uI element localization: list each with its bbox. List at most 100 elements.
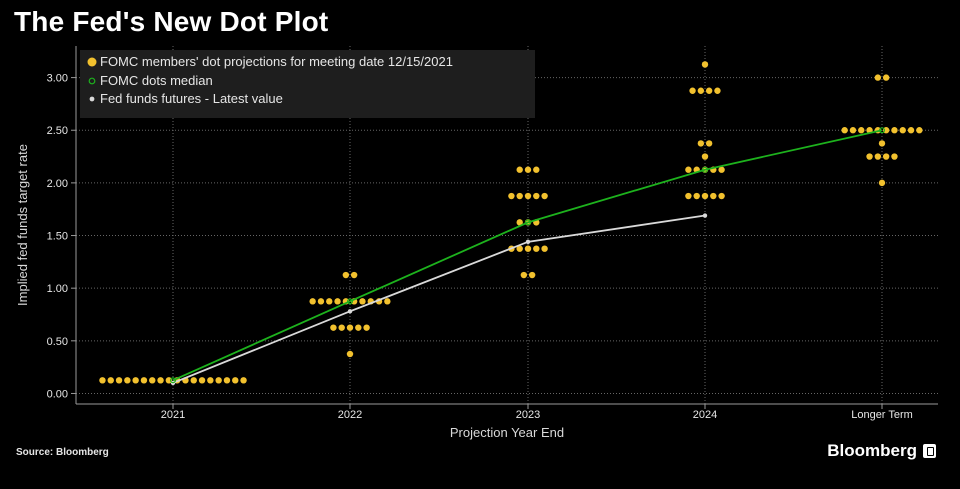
fomc-dot — [710, 192, 717, 200]
futures-point — [702, 213, 708, 218]
fomc-dot — [190, 377, 197, 384]
y-tick-label: 2.00 — [47, 178, 68, 190]
fomc-dot — [541, 192, 548, 200]
x-tick-label: 2022 — [338, 409, 362, 421]
fomc-dot — [891, 153, 898, 160]
chart-title: The Fed's New Dot Plot — [14, 6, 329, 37]
y-axis-label: Implied fed funds target rate — [15, 144, 30, 306]
fomc-dot — [338, 324, 345, 331]
fomc-dot — [207, 377, 214, 384]
fomc-dot — [124, 377, 131, 384]
x-tick-labels: 2021 2022 2023 2024 Longer Term — [161, 409, 913, 421]
fomc-dot — [198, 377, 206, 384]
fomc-dot — [157, 377, 164, 384]
fomc-dot — [516, 166, 523, 173]
fomc-dot — [520, 271, 528, 279]
legend-median-marker — [88, 77, 96, 85]
fomc-dot — [524, 166, 532, 173]
fomc-dot — [132, 377, 139, 384]
futures-point — [347, 309, 353, 314]
legend-label: Fed funds futures - Latest value — [100, 91, 283, 106]
fomc-dot — [508, 192, 515, 200]
legend: FOMC members' dot projections for meetin… — [80, 50, 535, 118]
fomc-dot — [533, 166, 540, 173]
fomc-dot — [841, 127, 848, 134]
fomc-dot — [685, 166, 692, 173]
fomc-dot — [149, 377, 156, 384]
fomc-dot — [350, 271, 358, 279]
fomc-dot — [516, 245, 523, 252]
fomc-dot — [541, 245, 548, 252]
fomc-dot — [874, 74, 882, 81]
futures-line — [172, 214, 706, 384]
x-tick-label: 2023 — [516, 409, 540, 421]
median-line — [172, 129, 883, 382]
fomc-dot — [355, 324, 362, 331]
fomc-dot — [317, 298, 325, 305]
axes — [71, 46, 938, 409]
fomc-dot — [330, 324, 337, 331]
fomc-dot — [693, 192, 700, 200]
fomc-dot — [685, 192, 692, 200]
fomc-dot — [107, 377, 114, 384]
fomc-dot — [697, 87, 705, 94]
y-tick-label: 2.50 — [47, 125, 68, 137]
legend-dot-marker — [87, 57, 97, 67]
fomc-dot — [858, 127, 865, 134]
fomc-dot — [899, 127, 906, 134]
fomc-dot — [140, 377, 148, 384]
bloomberg-logo: Bloomberg — [827, 441, 936, 461]
fomc-dot — [874, 153, 882, 160]
brand-name: Bloomberg — [827, 441, 917, 460]
x-tick-label: 2021 — [161, 409, 185, 421]
fomc-dot — [701, 192, 709, 200]
y-tick-label: 3.00 — [47, 73, 68, 85]
fomc-dot — [705, 140, 713, 147]
fomc-dot — [223, 377, 231, 384]
fomc-dot — [705, 87, 713, 94]
fomc-dot — [878, 140, 886, 147]
fomc-dot — [701, 61, 709, 68]
fomc-dot — [882, 74, 890, 81]
fomc-dot — [516, 192, 523, 200]
fomc-dot — [165, 377, 173, 384]
fomc-dot — [232, 377, 239, 384]
legend-futures-marker — [89, 96, 95, 102]
x-tick-label: 2024 — [693, 409, 717, 421]
fomc-dot — [882, 127, 890, 134]
y-tick-label: 1.00 — [47, 283, 68, 295]
fomc-dot — [524, 192, 532, 200]
fomc-dot — [384, 298, 391, 305]
fomc-dot — [516, 219, 523, 226]
fomc-dot — [524, 245, 532, 252]
fomc-dot — [346, 324, 354, 331]
median-point — [347, 298, 354, 305]
fomc-dot — [718, 166, 725, 173]
fomc-dot — [891, 127, 898, 134]
fomc-dot — [533, 192, 540, 200]
fomc-dot — [866, 153, 873, 160]
fomc-dot — [309, 298, 316, 305]
fomc-dot — [916, 127, 923, 134]
fomc-dot — [528, 271, 536, 279]
fomc-dot — [689, 87, 696, 94]
fomc-dot — [99, 377, 106, 384]
fomc-dot — [882, 153, 890, 160]
fomc-dot — [359, 298, 366, 305]
fomc-dot — [714, 87, 721, 94]
x-tick-label: Longer Term — [851, 409, 913, 421]
y-tick-labels: 0.00 0.50 1.00 1.50 2.00 2.50 3.00 — [47, 73, 68, 401]
fomc-dot — [907, 127, 915, 134]
legend-label: FOMC members' dot projections for meetin… — [100, 54, 453, 69]
y-tick-label: 0.00 — [47, 388, 68, 400]
legend-label: FOMC dots median — [100, 73, 213, 88]
y-tick-label: 1.50 — [47, 231, 68, 243]
source-note: Source: Bloomberg — [16, 447, 109, 458]
fomc-dot — [115, 377, 123, 384]
fomc-dot — [346, 350, 354, 358]
bloomberg-mark-icon — [923, 444, 936, 458]
fomc-dot — [701, 153, 709, 160]
futures-point — [525, 239, 531, 245]
median-point — [524, 219, 531, 226]
